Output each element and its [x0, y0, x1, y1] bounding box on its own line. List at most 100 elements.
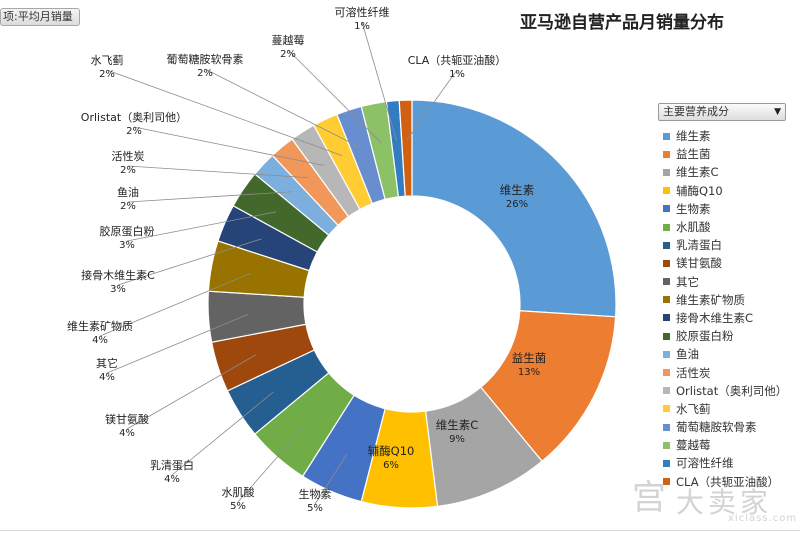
legend-filter-dropdown[interactable]: 主要营养成分 ▼: [658, 103, 786, 121]
legend-label-2: 益生菌: [676, 147, 711, 162]
dropdown-arrow-icon: ▼: [774, 107, 781, 117]
data-label-percent-5: 5%: [307, 503, 323, 514]
data-label-category-2: 益生菌: [512, 351, 547, 365]
legend-item-16: 水飞蓟: [658, 400, 786, 418]
leader-line-16: [106, 69, 343, 156]
legend-label-18: 蔓越莓: [676, 438, 711, 453]
legend-swatch-9: [663, 278, 670, 286]
legend-label-5: 生物素: [676, 201, 711, 216]
legend-label-3: 维生素C: [676, 165, 719, 180]
legend-swatch-19: [663, 459, 670, 467]
data-label-percent-10: 4%: [92, 335, 108, 346]
watermark-text: 大卖家: [676, 486, 773, 519]
legend-item-1: 维生素: [658, 127, 786, 145]
data-label-category-7: 乳清蛋白: [150, 458, 194, 472]
data-label-category-3: 维生素C: [436, 418, 479, 432]
leader-line-18: [287, 49, 382, 144]
data-label-category-11: 接骨木维生素C: [81, 268, 155, 282]
legend-items: 维生素 益生菌 维生素C 辅酶Q10 生物素 水肌酸 乳清蛋白 镁甘氨酸 其它 维生素矿物质 接骨木…: [658, 127, 788, 491]
leader-line-14: [127, 165, 308, 179]
legend-item-3: 维生素C: [658, 163, 786, 181]
leader-line-12: [126, 211, 277, 242]
slice-1: [411, 99, 617, 318]
legend-swatch-7: [663, 241, 670, 249]
legend-label-4: 辅酶Q10: [676, 183, 723, 198]
legend-label-14: 活性炭: [676, 365, 711, 380]
legend-item-18: 蔓越莓: [658, 436, 786, 454]
legend-swatch-6: [663, 223, 670, 231]
leader-line-19: [361, 21, 397, 141]
data-label-category-9: 其它: [96, 356, 118, 370]
field-button-average-monthly-sales[interactable]: 项:平均月销量: [0, 8, 80, 26]
legend-item-4: 辅酶Q10: [658, 182, 786, 200]
data-label-percent-11: 3%: [110, 284, 126, 295]
leader-line-7: [171, 391, 274, 476]
chart-title: 亚马逊自营产品月销量分布: [520, 13, 724, 33]
leader-line-17: [204, 68, 362, 149]
leader-line-8: [126, 354, 257, 430]
legend-swatch-1: [663, 132, 670, 140]
legend-item-20: CLA（共轭亚油酸）: [658, 473, 786, 491]
data-label-percent-17: 2%: [197, 68, 213, 79]
legend-item-5: 生物素: [658, 200, 786, 218]
legend-label-11: 接骨木维生素C: [676, 310, 754, 325]
legend-item-19: 可溶性纤维: [658, 454, 786, 472]
legend-item-12: 胶原蛋白粉: [658, 327, 786, 345]
data-label-percent-8: 4%: [119, 428, 135, 439]
legend-label-16: 水飞蓟: [676, 401, 711, 416]
legend-swatch-11: [663, 314, 670, 322]
data-label-percent-6: 5%: [230, 501, 246, 512]
slices: [207, 99, 617, 509]
legend-swatch-13: [663, 350, 670, 358]
leader-line-10: [99, 272, 252, 337]
sheet-divider: [0, 530, 800, 531]
legend-item-11: 接骨木维生素C: [658, 309, 786, 327]
legend-item-7: 乳清蛋白: [658, 236, 786, 254]
data-label-percent-16: 2%: [99, 69, 115, 80]
legend-swatch-18: [663, 441, 670, 449]
legend-label-6: 水肌酸: [676, 220, 711, 235]
data-label-category-15: Orlistat（奥利司他）: [81, 110, 187, 124]
legend-swatch-20: [663, 478, 670, 486]
watermark-logo: 宫: [632, 478, 666, 518]
legend-label-12: 胶原蛋白粉: [676, 329, 734, 344]
data-label-category-5: 生物素: [299, 487, 332, 501]
legend: 主要营养成分 ▼ 维生素益生菌维生素C 辅酶Q10 生物素水肌酸乳清蛋白 镁甘氨酸其它…: [658, 103, 788, 491]
legend-item-6: 水肌酸: [658, 218, 786, 236]
legend-item-9: 其它: [658, 273, 786, 291]
legend-label-9: 其它: [676, 274, 699, 289]
legend-label-7: 乳清蛋白: [676, 238, 722, 253]
leader-line-5: [314, 454, 348, 505]
leader-line-9: [106, 313, 249, 374]
legend-label-1: 维生素: [676, 129, 711, 144]
leader-line-15: [133, 126, 325, 166]
legend-item-17: 葡萄糖胺软骨素: [658, 418, 786, 436]
data-label-category-17: 葡萄糖胺软骨素: [167, 52, 244, 66]
data-label-percent-1: 26%: [506, 199, 528, 210]
leader-lines: [99, 21, 458, 505]
legend-swatch-15: [663, 387, 670, 395]
legend-item-13: 鱼油: [658, 345, 786, 363]
data-label-category-8: 镁甘氨酸: [105, 412, 149, 426]
data-label-percent-18: 2%: [280, 49, 296, 60]
data-labels: 维生素 26% 益生菌 13% 维生素C 9% 辅酶Q10 6% 生物素 5% 水肌酸 5% 乳清蛋白 4…: [67, 5, 546, 514]
legend-label-15: Orlistat（奥利司他）: [676, 383, 788, 398]
leader-line-13: [127, 191, 293, 203]
data-label-category-12: 胶原蛋白粉: [100, 224, 155, 238]
legend-swatch-4: [663, 187, 670, 195]
data-label-percent-15: 2%: [126, 126, 142, 137]
data-label-category-1: 维生素: [500, 183, 535, 197]
legend-swatch-16: [663, 405, 670, 413]
legend-item-8: 镁甘氨酸: [658, 254, 786, 272]
data-label-percent-12: 3%: [119, 240, 135, 251]
legend-label-20: CLA（共轭亚油酸）: [676, 474, 780, 489]
legend-label-19: 可溶性纤维: [676, 456, 734, 471]
legend-swatch-14: [663, 369, 670, 377]
legend-swatch-17: [663, 423, 670, 431]
data-label-category-19: 可溶性纤维: [335, 5, 390, 19]
data-label-category-16: 水飞蓟: [91, 54, 124, 67]
data-label-percent-14: 2%: [120, 165, 136, 176]
legend-swatch-12: [663, 332, 670, 340]
watermark: 宫 大卖家 xiclass.com: [632, 478, 796, 529]
